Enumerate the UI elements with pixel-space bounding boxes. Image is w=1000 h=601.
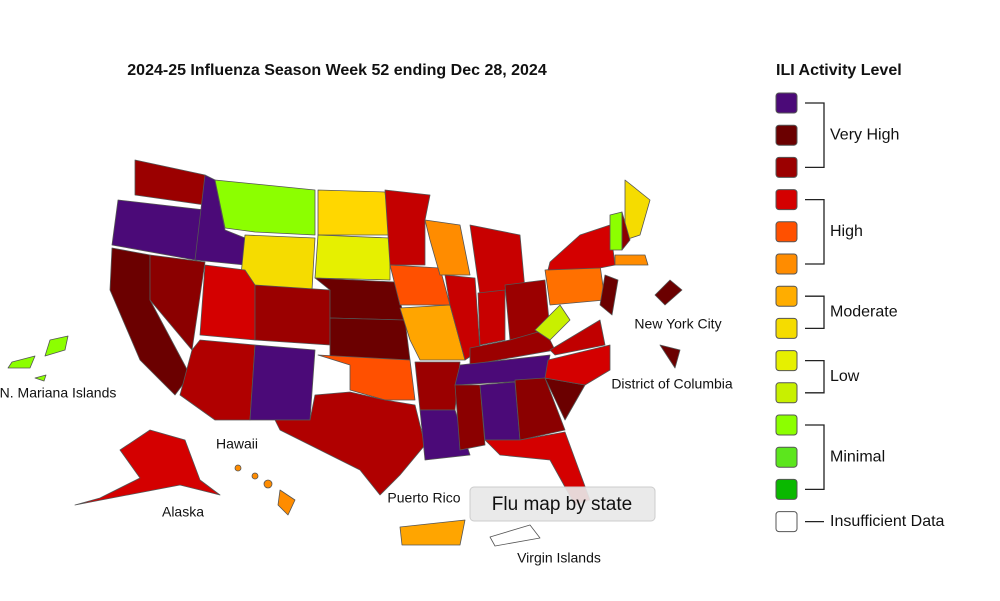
legend-label: Minimal [830, 448, 885, 465]
map-title: 2024-25 Influenza Season Week 52 ending … [127, 62, 547, 79]
map-label: Alaska [162, 504, 204, 520]
legend-swatch [775, 124, 798, 146]
legend: Very High High Moderate Low Minimal Insuffici… [775, 92, 945, 533]
legend-bracket [805, 295, 825, 330]
legend-swatch [775, 189, 798, 211]
legend-swatch [775, 156, 798, 178]
legend-swatch [775, 253, 798, 275]
legend-swatch [775, 511, 798, 533]
us-map [7, 159, 683, 547]
map-labels: N. Mariana Islands Hawaii Alaska Puerto … [0, 316, 733, 566]
legend-label: Low [830, 368, 860, 385]
map-label: N. Mariana Islands [0, 385, 116, 401]
legend-label: Very High [830, 126, 899, 143]
legend-label: Insufficient Data [830, 513, 945, 530]
map-label: New York City [634, 316, 721, 332]
tooltip: Flu map by state [469, 486, 656, 522]
legend-swatch [775, 92, 798, 114]
tooltip-text: Flu map by state [492, 494, 632, 515]
legend-swatch [775, 350, 798, 372]
legend-swatch [775, 414, 798, 436]
map-label: Puerto Rico [387, 490, 460, 506]
legend-swatch [775, 317, 798, 339]
legend-swatch [775, 382, 798, 404]
legend-bracket [805, 198, 825, 265]
legend-swatch [775, 285, 798, 307]
legend-swatch [775, 446, 798, 468]
map-label: District of Columbia [611, 376, 733, 392]
legend-bracket [805, 359, 825, 394]
legend-bracket [805, 424, 825, 491]
legend-label: High [830, 223, 863, 240]
legend-bracket [805, 102, 825, 169]
map-label: Hawaii [216, 436, 258, 452]
legend-title: ILI Activity Level [776, 62, 902, 79]
legend-label: Moderate [830, 304, 898, 321]
legend-swatch [775, 221, 798, 243]
legend-swatch [775, 478, 798, 500]
map-label: Virgin Islands [517, 550, 601, 566]
